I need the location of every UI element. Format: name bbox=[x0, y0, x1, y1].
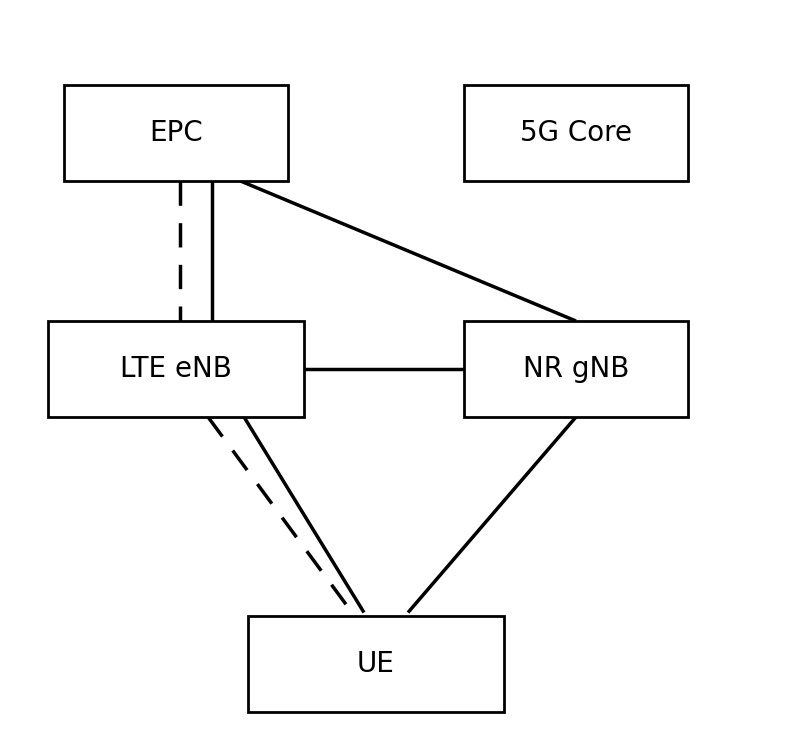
FancyBboxPatch shape bbox=[464, 321, 688, 417]
Text: LTE eNB: LTE eNB bbox=[120, 355, 232, 383]
Text: NR gNB: NR gNB bbox=[523, 355, 629, 383]
FancyBboxPatch shape bbox=[464, 85, 688, 181]
FancyBboxPatch shape bbox=[48, 321, 304, 417]
Text: UE: UE bbox=[357, 650, 395, 678]
Text: EPC: EPC bbox=[149, 119, 203, 147]
Text: 5G Core: 5G Core bbox=[520, 119, 632, 147]
FancyBboxPatch shape bbox=[248, 616, 504, 712]
FancyBboxPatch shape bbox=[64, 85, 288, 181]
